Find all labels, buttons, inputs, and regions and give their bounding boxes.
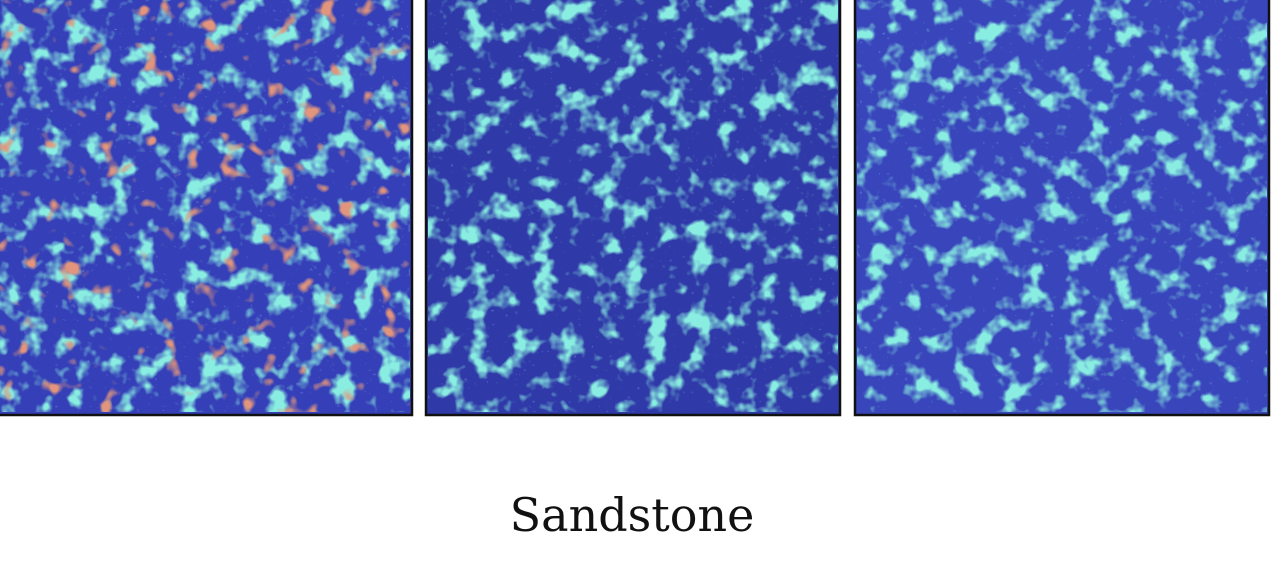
panel-1	[0, 0, 414, 417]
caption: Sandstone	[509, 488, 755, 542]
panel-3	[853, 0, 1271, 417]
panel-2	[424, 0, 842, 417]
figure-panels	[0, 0, 1271, 417]
